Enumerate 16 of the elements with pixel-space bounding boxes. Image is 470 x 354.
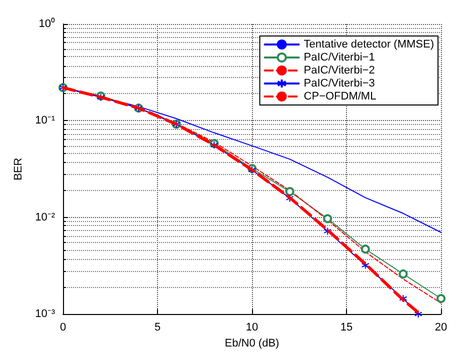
x-tick-label: 5 [154,322,161,334]
y-tick-label: 10⁻² [35,211,56,224]
y-tick-label: 10⁻¹ [35,114,56,127]
legend-label: Tentative detector (MMSE) [304,38,434,50]
legend-label: CP−OFDM/ML [304,90,376,102]
y-axis-title: BER [12,158,25,180]
legend-label: PaIC/Viterbi−3 [304,78,375,90]
y-tick-label: 10⁻³ [35,308,56,320]
x-tick-label: 0 [60,322,66,334]
x-tick-label: 10 [246,322,258,334]
legend-label: PaIC/Viterbi−1 [304,52,375,64]
x-tick-label: 15 [340,322,353,334]
legend-label: PaIC/Viterbi−2 [304,64,375,76]
x-axis-title: Eb/N0 (dB) [224,338,280,350]
x-tick-label: 20 [434,322,448,334]
y-tick-label: 10⁰ [38,17,55,30]
